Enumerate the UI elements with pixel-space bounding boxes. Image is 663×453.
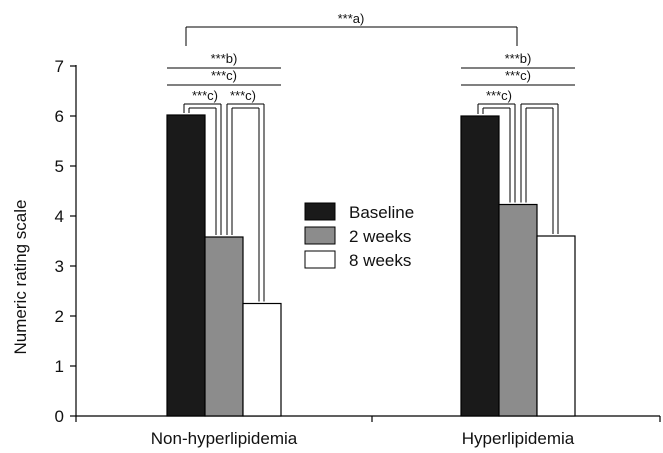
- bar-non-hyperlipidemia-2-weeks: [204, 236, 244, 417]
- bar-hyperlipidemia-baseline: [460, 115, 500, 417]
- y-tick-label: 3: [55, 257, 64, 276]
- legend: Baseline 2 weeks 8 weeks: [304, 202, 414, 270]
- significance-label: ***c): [211, 68, 237, 83]
- bar-non-hyperlipidemia-baseline: [166, 114, 206, 417]
- bar-hyperlipidemia-2-weeks: [498, 203, 538, 417]
- y-tick-label: 2: [55, 307, 64, 326]
- legend-label-baseline: Baseline: [349, 203, 414, 222]
- x-category-label: Hyperlipidemia: [462, 429, 575, 448]
- bar-non-hyperlipidemia-8-weeks: [242, 302, 282, 417]
- legend-swatch-2-weeks: [304, 226, 336, 245]
- significance-label: ***c): [505, 68, 531, 83]
- y-tick-label: 1: [55, 357, 64, 376]
- significance-label: ***b): [211, 51, 238, 66]
- legend-label-2-weeks: 2 weeks: [349, 227, 411, 246]
- y-tick-label: 7: [55, 57, 64, 76]
- significance-label: ***b): [505, 51, 532, 66]
- y-tick-label: 6: [55, 107, 64, 126]
- legend-label-8-weeks: 8 weeks: [349, 251, 411, 270]
- y-axis-title: Numeric rating scale: [11, 200, 30, 355]
- bar-hyperlipidemia-8-weeks: [536, 235, 576, 417]
- significance-label: ***c): [230, 88, 256, 103]
- significance-label: ***a): [338, 11, 365, 26]
- y-tick-label: 0: [55, 407, 64, 426]
- significance-label: ***c): [486, 88, 512, 103]
- y-tick-label: 4: [55, 207, 64, 226]
- y-tick-label: 5: [55, 157, 64, 176]
- x-category-label: Non-hyperlipidemia: [151, 429, 298, 448]
- legend-swatch-baseline: [304, 202, 336, 221]
- legend-swatch-8-weeks: [304, 250, 336, 269]
- significance-label: ***c): [192, 88, 218, 103]
- significance-annotations: ***a) ***b) ***c) ***c) ***c) ***b) ***c) ***c): [167, 11, 575, 302]
